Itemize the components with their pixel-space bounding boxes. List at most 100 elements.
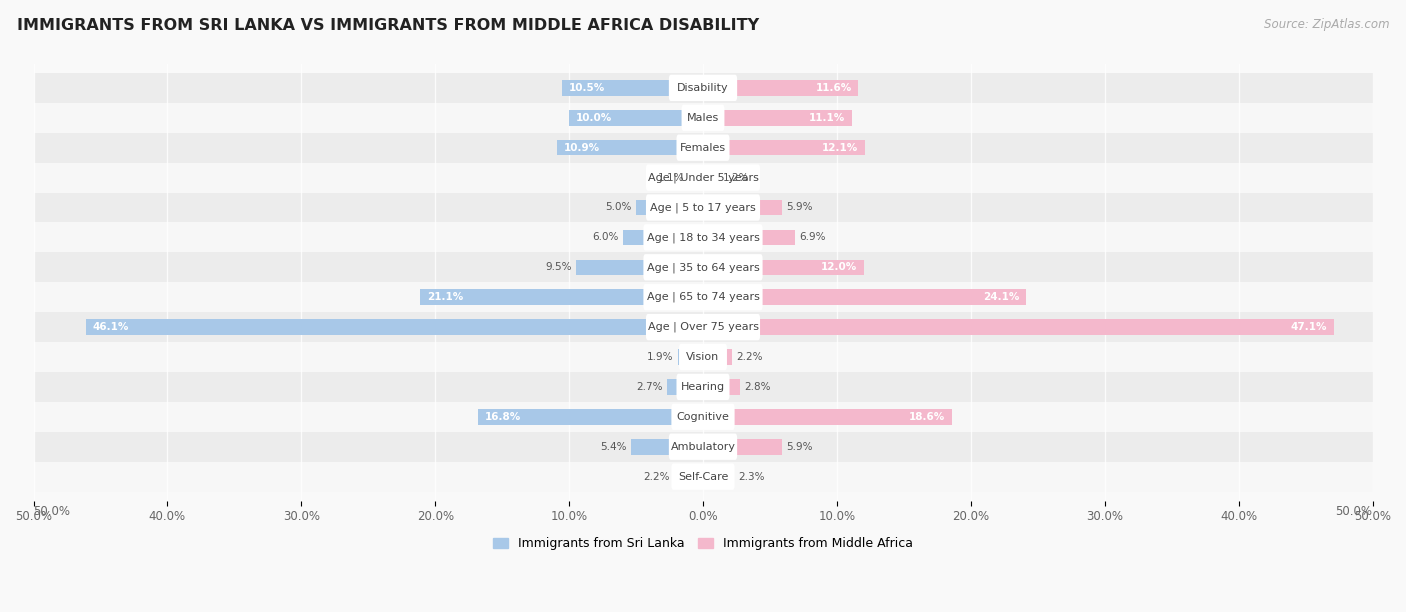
Text: 11.6%: 11.6%: [815, 83, 852, 93]
Text: 10.5%: 10.5%: [569, 83, 606, 93]
Text: Cognitive: Cognitive: [676, 412, 730, 422]
Bar: [34, 372, 1372, 402]
Bar: [666, 379, 703, 395]
Text: Males: Males: [688, 113, 718, 123]
FancyBboxPatch shape: [676, 135, 730, 161]
Text: IMMIGRANTS FROM SRI LANKA VS IMMIGRANTS FROM MIDDLE AFRICA DISABILITY: IMMIGRANTS FROM SRI LANKA VS IMMIGRANTS …: [17, 18, 759, 34]
Text: 1.2%: 1.2%: [723, 173, 749, 182]
Bar: [703, 379, 741, 395]
Bar: [34, 282, 1372, 312]
Bar: [673, 469, 703, 485]
FancyBboxPatch shape: [676, 374, 730, 400]
FancyBboxPatch shape: [672, 463, 734, 490]
Bar: [623, 230, 703, 245]
Bar: [420, 289, 703, 305]
Text: 2.2%: 2.2%: [643, 472, 669, 482]
Bar: [34, 312, 1372, 342]
Bar: [631, 439, 703, 455]
Text: 6.0%: 6.0%: [592, 233, 619, 242]
Bar: [678, 349, 703, 365]
FancyBboxPatch shape: [645, 165, 761, 191]
Text: 5.0%: 5.0%: [606, 203, 633, 212]
Text: Age | 35 to 64 years: Age | 35 to 64 years: [647, 262, 759, 272]
Bar: [34, 461, 1372, 491]
Text: Self-Care: Self-Care: [678, 472, 728, 482]
FancyBboxPatch shape: [644, 284, 762, 310]
Text: Females: Females: [681, 143, 725, 152]
Text: 2.8%: 2.8%: [745, 382, 770, 392]
Bar: [34, 222, 1372, 252]
Bar: [703, 80, 858, 95]
Bar: [703, 140, 865, 155]
Text: 6.9%: 6.9%: [800, 233, 825, 242]
Bar: [703, 259, 863, 275]
Bar: [478, 409, 703, 425]
Bar: [703, 439, 782, 455]
Text: Age | 18 to 34 years: Age | 18 to 34 years: [647, 232, 759, 242]
FancyBboxPatch shape: [672, 404, 734, 430]
Bar: [34, 163, 1372, 193]
Bar: [34, 103, 1372, 133]
Text: 50.0%: 50.0%: [1336, 505, 1372, 518]
Legend: Immigrants from Sri Lanka, Immigrants from Middle Africa: Immigrants from Sri Lanka, Immigrants fr…: [488, 532, 918, 556]
Bar: [569, 110, 703, 125]
Text: 10.0%: 10.0%: [576, 113, 612, 123]
Text: Vision: Vision: [686, 352, 720, 362]
Text: 11.1%: 11.1%: [808, 113, 845, 123]
Text: 50.0%: 50.0%: [34, 505, 70, 518]
FancyBboxPatch shape: [644, 224, 762, 250]
Bar: [557, 140, 703, 155]
Text: 16.8%: 16.8%: [485, 412, 522, 422]
FancyBboxPatch shape: [682, 105, 724, 131]
Text: 9.5%: 9.5%: [546, 263, 572, 272]
Bar: [86, 319, 703, 335]
Text: 18.6%: 18.6%: [910, 412, 945, 422]
Bar: [34, 432, 1372, 461]
Bar: [34, 252, 1372, 282]
Text: Age | 65 to 74 years: Age | 65 to 74 years: [647, 292, 759, 302]
Bar: [703, 289, 1026, 305]
FancyBboxPatch shape: [679, 344, 727, 370]
Text: 46.1%: 46.1%: [93, 322, 129, 332]
Text: 5.4%: 5.4%: [600, 442, 627, 452]
Text: 2.2%: 2.2%: [737, 352, 763, 362]
Text: 24.1%: 24.1%: [983, 292, 1019, 302]
Bar: [562, 80, 703, 95]
FancyBboxPatch shape: [669, 433, 737, 460]
Text: Age | Over 75 years: Age | Over 75 years: [648, 322, 758, 332]
Text: 5.9%: 5.9%: [786, 442, 813, 452]
Text: Age | Under 5 years: Age | Under 5 years: [648, 173, 758, 183]
Text: 10.9%: 10.9%: [564, 143, 600, 152]
Bar: [703, 469, 734, 485]
FancyBboxPatch shape: [645, 314, 761, 340]
Text: 12.1%: 12.1%: [823, 143, 858, 152]
FancyBboxPatch shape: [645, 195, 761, 221]
Text: Ambulatory: Ambulatory: [671, 442, 735, 452]
Text: Age | 5 to 17 years: Age | 5 to 17 years: [650, 202, 756, 213]
Text: 1.1%: 1.1%: [658, 173, 685, 182]
Text: 1.9%: 1.9%: [647, 352, 673, 362]
Bar: [34, 193, 1372, 222]
Text: 12.0%: 12.0%: [821, 263, 858, 272]
Bar: [703, 230, 796, 245]
Text: Hearing: Hearing: [681, 382, 725, 392]
Text: 21.1%: 21.1%: [427, 292, 464, 302]
FancyBboxPatch shape: [644, 254, 762, 280]
Text: Disability: Disability: [678, 83, 728, 93]
Bar: [703, 319, 1334, 335]
Bar: [703, 200, 782, 215]
Text: 5.9%: 5.9%: [786, 203, 813, 212]
Bar: [34, 402, 1372, 432]
Bar: [34, 342, 1372, 372]
Text: 2.7%: 2.7%: [637, 382, 662, 392]
Bar: [703, 409, 952, 425]
Text: 47.1%: 47.1%: [1291, 322, 1327, 332]
Bar: [34, 73, 1372, 103]
Bar: [703, 349, 733, 365]
Bar: [576, 259, 703, 275]
Bar: [703, 110, 852, 125]
FancyBboxPatch shape: [669, 75, 737, 101]
Bar: [703, 170, 718, 185]
Text: Source: ZipAtlas.com: Source: ZipAtlas.com: [1264, 18, 1389, 31]
Bar: [689, 170, 703, 185]
